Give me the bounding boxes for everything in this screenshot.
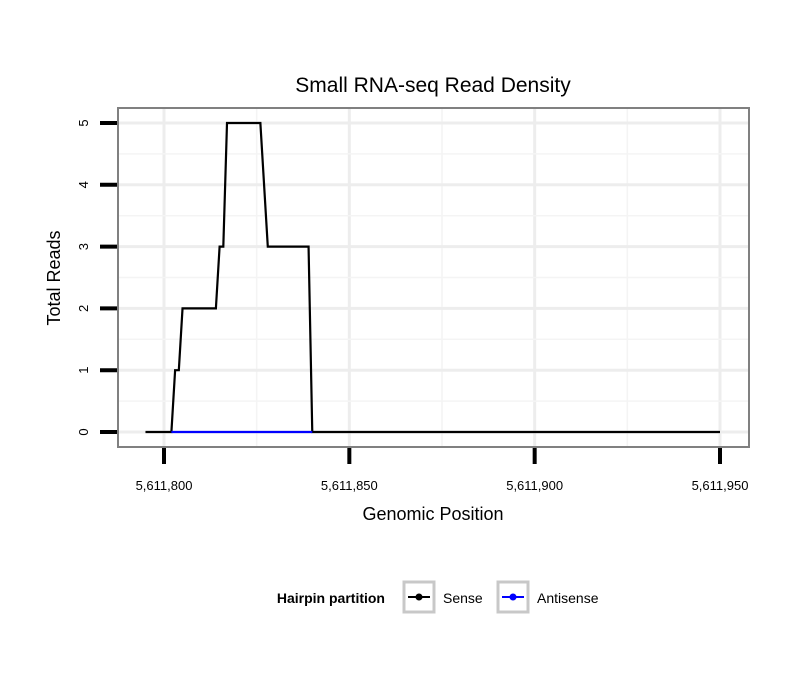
y-tick-label: 5: [76, 119, 91, 126]
y-tick-label: 1: [76, 367, 91, 374]
y-tick-label: 3: [76, 243, 91, 250]
legend-label-sense: Sense: [443, 590, 483, 606]
legend-marker-antisense: [509, 593, 517, 601]
x-axis: 5,611,800 5,611,850 5,611,900 5,611,950: [136, 448, 749, 493]
series-line-sense: [145, 121, 720, 434]
y-tick-label: 2: [76, 305, 91, 312]
plot-panel: [117, 107, 750, 448]
y-axis: 0 1 2 3 4 5: [76, 119, 117, 436]
legend-label-antisense: Antisense: [537, 590, 599, 606]
x-tick-label: 5,611,900: [506, 478, 563, 493]
x-axis-title: Genomic Position: [362, 504, 503, 524]
legend-marker-sense: [415, 593, 423, 601]
y-tick-label: 0: [76, 428, 91, 435]
chart-title: Small RNA-seq Read Density: [295, 74, 571, 97]
x-tick-label: 5,611,950: [692, 478, 749, 493]
legend: Hairpin partition Sense Antisense: [277, 580, 599, 614]
x-tick-label: 5,611,800: [136, 478, 193, 493]
x-tick-label: 5,611,850: [321, 478, 378, 493]
y-tick-label: 4: [76, 181, 91, 188]
y-axis-title: Total Reads: [44, 230, 64, 325]
legend-title: Hairpin partition: [277, 590, 385, 606]
series-layer: [145, 121, 720, 434]
